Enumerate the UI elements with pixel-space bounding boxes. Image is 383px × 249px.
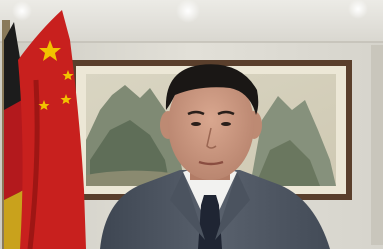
german-flag-red — [4, 100, 24, 200]
eye — [191, 122, 201, 126]
wall-corner — [371, 45, 383, 245]
eye — [221, 122, 231, 126]
tie — [198, 195, 222, 249]
ceiling-light — [12, 1, 32, 21]
video-frame — [0, 0, 383, 249]
ceiling-light — [176, 0, 200, 23]
